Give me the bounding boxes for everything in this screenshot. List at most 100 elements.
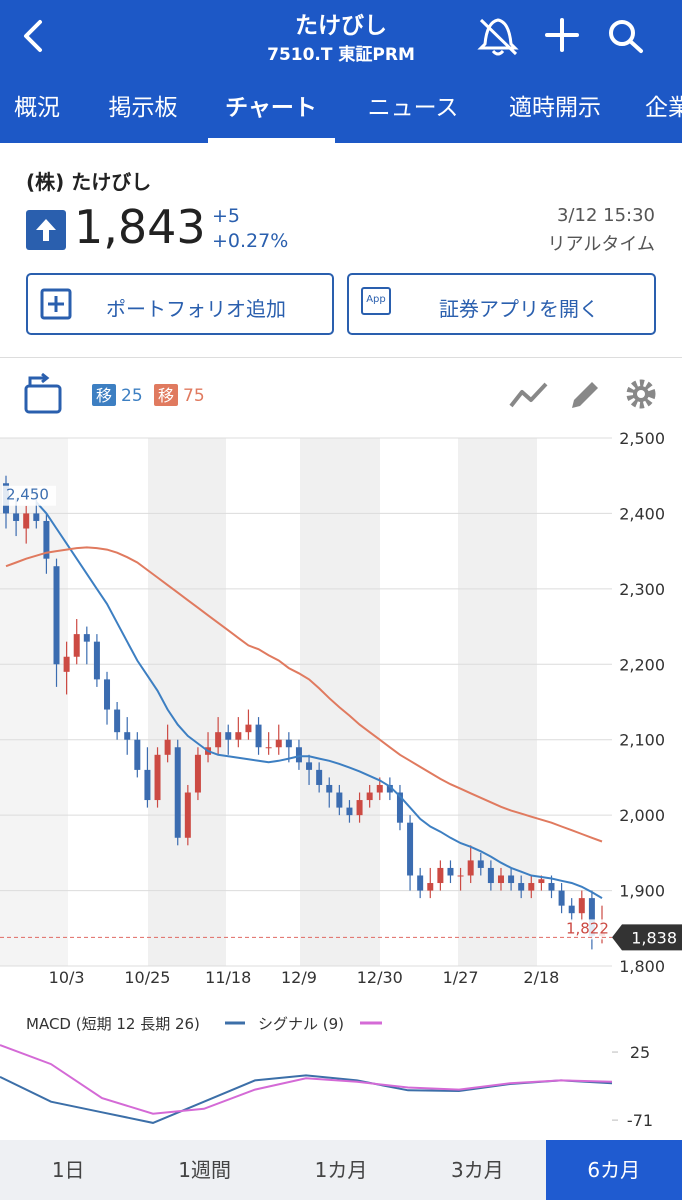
current-price-label: 1,838	[631, 928, 677, 947]
candle-body	[396, 792, 403, 823]
candle-body	[144, 769, 151, 801]
candle-body	[407, 822, 414, 876]
period-band	[0, 438, 68, 966]
draw-button[interactable]	[572, 382, 598, 408]
x-tick-label: 12/9	[281, 968, 317, 987]
candle-body	[134, 739, 141, 770]
candle-body	[174, 747, 181, 838]
tab[interactable]: 掲示板	[108, 95, 178, 121]
candle-body	[306, 762, 313, 770]
candle-body	[255, 724, 262, 748]
candle-body	[295, 747, 302, 763]
candle-body	[346, 807, 353, 816]
candle-body	[538, 879, 545, 884]
y-tick-label: 2,100	[619, 731, 665, 750]
tab[interactable]: 企業	[645, 95, 682, 121]
candle-body	[245, 724, 252, 733]
candle-body	[508, 875, 515, 884]
candle-body	[417, 875, 424, 891]
candle-body	[326, 784, 333, 793]
legend-label: MACD (短期 12 長期 26)	[26, 1015, 200, 1033]
quote-status: リアルタイム	[547, 234, 655, 255]
y-tick-label: 1,900	[619, 882, 665, 901]
ma75-badge	[154, 384, 178, 406]
candle-body	[588, 898, 595, 936]
subtitle: 7510.T 東証PRM	[267, 45, 415, 65]
candle-body	[578, 898, 585, 914]
tab[interactable]: 概況	[14, 95, 60, 121]
period-tabs: 1日 1週間 1カ月 3カ月 6カ月	[0, 1140, 682, 1200]
change-pct: +0.27%	[212, 230, 289, 252]
y-tick-label: 1,800	[619, 957, 665, 976]
price: 1,843	[74, 200, 206, 254]
candle-body	[386, 784, 393, 793]
settings-button[interactable]	[626, 379, 656, 409]
period-tab[interactable]: 1日	[51, 1158, 85, 1182]
candle-body	[63, 656, 70, 672]
portfolio-button[interactable]: ポートフォリオ追加	[26, 273, 334, 335]
chart-type-button[interactable]	[509, 382, 548, 408]
period-tab[interactable]: 3カ月	[451, 1158, 504, 1182]
chart: MACD (短期 12 長期 26) シグナル (9) 1,800 1,900 2,…	[0, 430, 682, 1130]
back-button[interactable]	[24, 20, 42, 52]
candle-body	[265, 747, 272, 749]
button-label: ポートフォリオ追加	[106, 297, 286, 321]
candle-body	[225, 732, 232, 740]
y-tick-label: 2,300	[619, 580, 665, 599]
button-label: 証券アプリを開く	[439, 297, 599, 321]
ma75-period: 75	[183, 386, 205, 406]
candle-body	[467, 860, 474, 876]
candle-body	[114, 709, 121, 733]
candle-body	[336, 792, 343, 808]
y-tick-label: 2,500	[619, 430, 665, 448]
ma75-name: 移	[158, 386, 174, 405]
low-label: 1,822	[566, 919, 609, 937]
candle-body	[447, 867, 454, 876]
candle-body	[457, 875, 464, 877]
candle-body	[93, 641, 100, 680]
candle-body	[235, 732, 242, 740]
x-tick-label: 11/18	[205, 968, 251, 987]
y-tick-label: 2,200	[619, 655, 665, 674]
up-icon	[26, 210, 66, 250]
period-band	[458, 438, 537, 966]
divider	[0, 357, 682, 358]
y-tick-label: 2,400	[619, 504, 665, 523]
tab[interactable]: ニュース	[367, 95, 459, 121]
candle-body	[43, 520, 50, 559]
company-name: (株) たけびし	[26, 170, 152, 194]
candle-body	[23, 513, 30, 529]
alert-button[interactable]	[477, 18, 519, 56]
current-price-tag	[612, 924, 682, 951]
x-tick-label: 10/25	[124, 968, 170, 987]
candle-body	[154, 754, 161, 801]
app-icon: App	[361, 287, 391, 315]
candle-body	[497, 875, 504, 884]
candle-body	[528, 883, 535, 891]
candle-body	[164, 739, 171, 755]
tab[interactable]: 適時開示	[509, 95, 601, 121]
add-button[interactable]	[545, 18, 579, 52]
period-band	[300, 438, 380, 966]
candle-body	[558, 890, 565, 906]
period-tab[interactable]: 1カ月	[314, 1158, 368, 1182]
label-bg	[561, 919, 612, 940]
high-label: 2,450	[6, 486, 49, 504]
header: たけびし 7510.T 東証PRM 概況 掲示板 チャート ニュース 適時開示 …	[0, 0, 682, 143]
candle-body	[316, 769, 323, 785]
candle-body	[366, 792, 373, 801]
plus-icon	[40, 288, 72, 320]
open-app-button[interactable]: App 証券アプリを開く	[347, 273, 656, 335]
tab-active[interactable]: チャート	[225, 95, 317, 121]
candle-body	[73, 634, 80, 657]
candle-body	[215, 732, 222, 748]
candle-body	[487, 867, 494, 884]
period-tab[interactable]: 1週間	[178, 1158, 231, 1182]
search-button[interactable]	[609, 20, 643, 53]
x-tick-label: 10/3	[49, 968, 85, 987]
period-tab-active[interactable]: 6カ月	[545, 1140, 682, 1200]
share-button[interactable]	[24, 372, 62, 414]
moving-average	[35, 501, 603, 899]
macd-line	[0, 1044, 613, 1115]
candle-body	[518, 883, 525, 891]
